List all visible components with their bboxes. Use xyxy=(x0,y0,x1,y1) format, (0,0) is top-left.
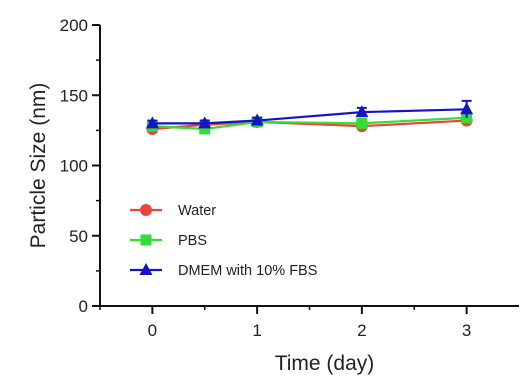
data-point xyxy=(460,102,474,115)
x-tick-label: 2 xyxy=(357,321,366,340)
y-tick-label: 150 xyxy=(60,86,88,105)
legend-marker xyxy=(140,234,152,246)
legend-label: Water xyxy=(178,203,216,219)
legend-item: PBS xyxy=(130,233,207,249)
data-point xyxy=(356,117,368,129)
y-axis-title: Particle Size (nm) xyxy=(27,83,50,249)
data-point xyxy=(355,105,369,118)
y-tick-label: 0 xyxy=(79,297,88,316)
series-water xyxy=(146,114,473,135)
x-tick-label: 0 xyxy=(148,321,157,340)
x-axis-title: Time (day) xyxy=(275,352,375,375)
legend-label: DMEM with 10% FBS xyxy=(178,263,317,279)
data-point xyxy=(198,116,212,129)
series-dmem-with-10-fbs xyxy=(145,99,474,129)
y-tick-label: 100 xyxy=(60,157,88,176)
y-tick-label: 200 xyxy=(60,16,88,35)
legend-marker xyxy=(139,263,153,275)
legend-label: PBS xyxy=(178,233,207,249)
series-layer xyxy=(145,99,474,135)
legend-item: Water xyxy=(130,203,216,219)
data-point xyxy=(199,123,211,135)
legend-marker xyxy=(140,204,152,216)
data-point xyxy=(145,116,159,129)
axes: 0 50 100 150 200 0 1 2 3 xyxy=(60,16,519,340)
legend: Water PBS DMEM with 10% FBS xyxy=(130,203,317,279)
legend-item: DMEM with 10% FBS xyxy=(130,263,317,279)
y-tick-label: 50 xyxy=(69,227,88,246)
data-point xyxy=(250,113,264,126)
x-tick-label: 3 xyxy=(462,321,471,340)
x-tick-label: 1 xyxy=(252,321,261,340)
